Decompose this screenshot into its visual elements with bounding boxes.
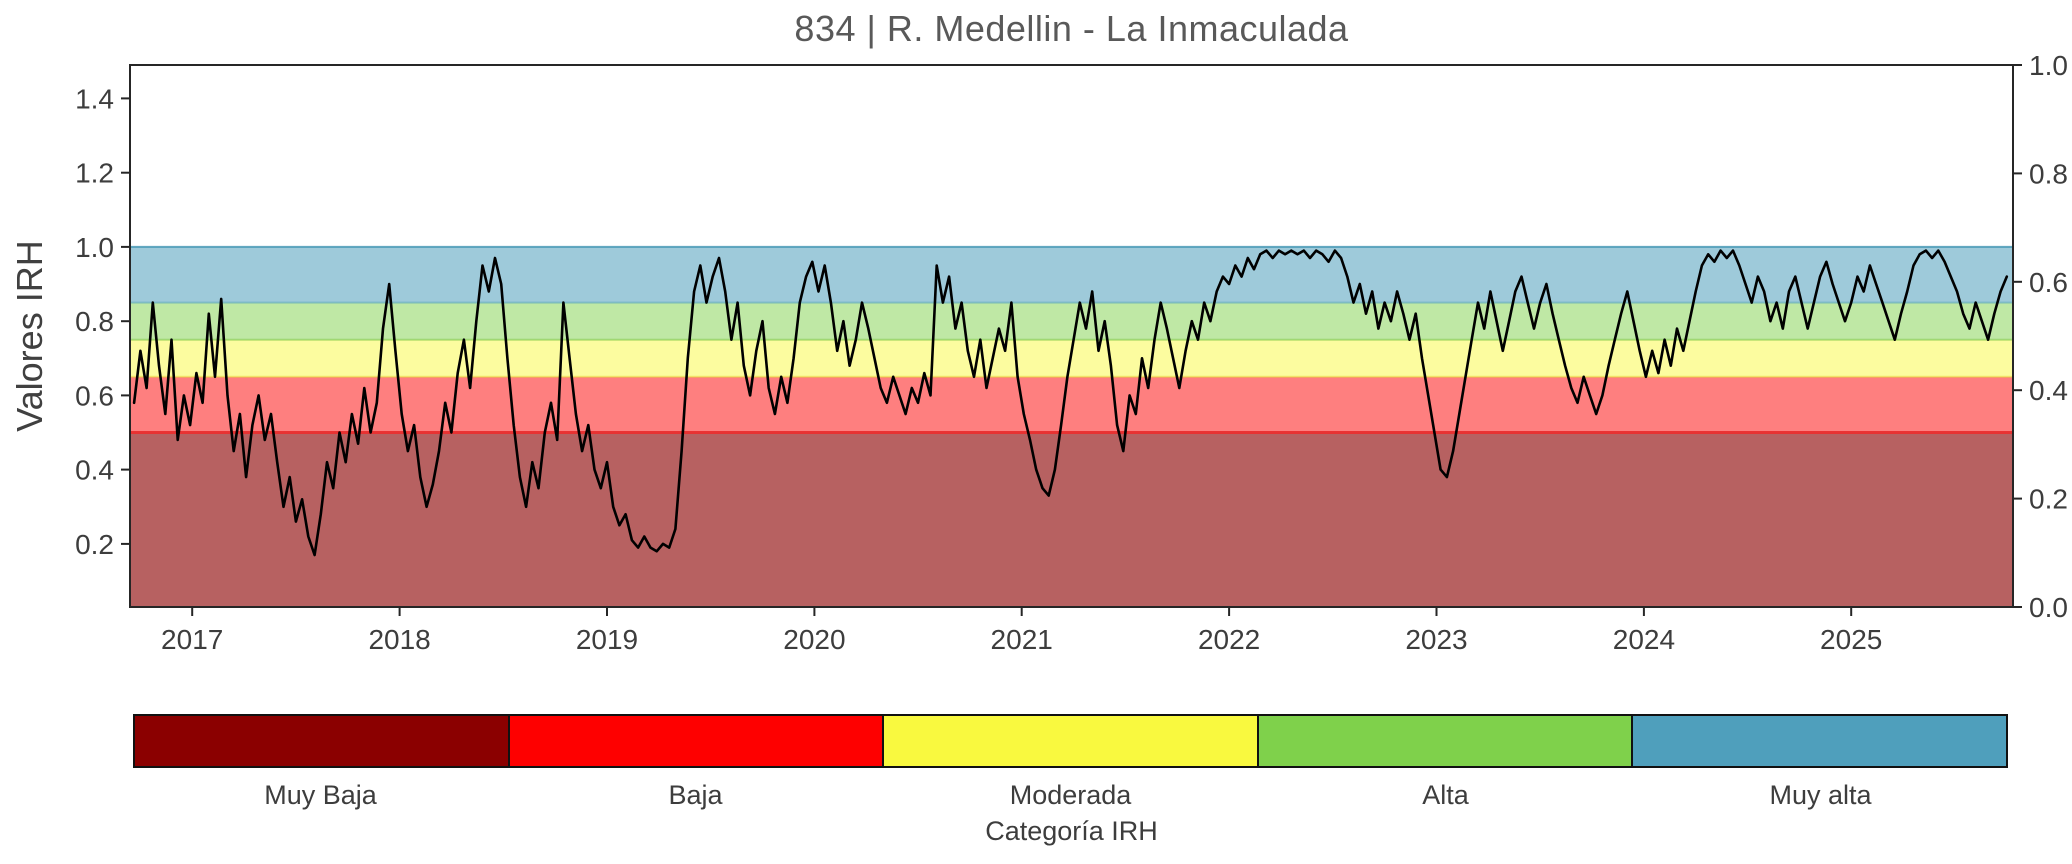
legend-segment-moderada bbox=[884, 716, 1259, 766]
legend-label: Alta bbox=[1422, 780, 1469, 810]
x-tick-label: 2021 bbox=[991, 624, 1053, 655]
legend-segment-muy-baja bbox=[135, 716, 510, 766]
y-left-tick-label: 1.4 bbox=[75, 83, 114, 114]
legend-label: Moderada bbox=[1009, 780, 1132, 810]
category-labels: Muy Baja Baja Moderada Alta Muy alta bbox=[133, 780, 2008, 811]
y-left-tick-label: 1.2 bbox=[75, 158, 114, 189]
y-left-tick-label: 1.0 bbox=[75, 232, 114, 263]
legend-label: Muy alta bbox=[1769, 780, 1872, 810]
x-tick-label: 2019 bbox=[576, 624, 638, 655]
band-muy-baja bbox=[130, 432, 2013, 607]
x-tick-label: 2024 bbox=[1613, 624, 1675, 655]
y-left-tick-label: 0.2 bbox=[75, 529, 114, 560]
y-right-tick-label: 0.2 bbox=[2029, 484, 2068, 515]
colorbar-title: Categoría IRH bbox=[985, 816, 1158, 846]
x-tick-label: 2020 bbox=[783, 624, 845, 655]
x-tick-label: 2023 bbox=[1405, 624, 1467, 655]
legend-segment-alta bbox=[1258, 716, 1634, 766]
legend-label: Baja bbox=[668, 780, 723, 810]
plot-border bbox=[129, 64, 2014, 608]
band-alta bbox=[130, 302, 2013, 340]
y-right-tick-label: 0.6 bbox=[2029, 267, 2068, 298]
legend-segment-muy-alta bbox=[1633, 716, 2006, 766]
x-tick-label: 2025 bbox=[1820, 624, 1882, 655]
category-colorbar bbox=[133, 714, 2008, 768]
legend-label: Muy Baja bbox=[264, 780, 377, 810]
x-tick-label: 2017 bbox=[161, 624, 223, 655]
y-left-tick-label: 0.6 bbox=[75, 380, 114, 411]
band-baja bbox=[130, 376, 2013, 433]
x-tick-label: 2022 bbox=[1198, 624, 1260, 655]
x-tick-label: 2018 bbox=[368, 624, 430, 655]
irh-series-line bbox=[132, 249, 2009, 557]
legend-segment-baja bbox=[509, 716, 885, 766]
y-left-tick-label: 0.8 bbox=[75, 306, 114, 337]
y-right-tick-label: 0.4 bbox=[2029, 375, 2068, 406]
irh-time-series-chart: 0.2 0.4 0.6 0.8 1.0 1.2 1.4 0.0 0.2 0.4 0.6 0.8 1.0 2… bbox=[75, 50, 2068, 655]
y-right-tick-label: 1.0 bbox=[2029, 50, 2068, 81]
y-right-tick-label: 0.0 bbox=[2029, 592, 2068, 623]
y-left-tick-label: 0.4 bbox=[75, 455, 114, 486]
chart-title: 834 | R. Medellin - La Inmaculada bbox=[794, 8, 1349, 49]
y-right-tick-label: 0.8 bbox=[2029, 158, 2068, 189]
